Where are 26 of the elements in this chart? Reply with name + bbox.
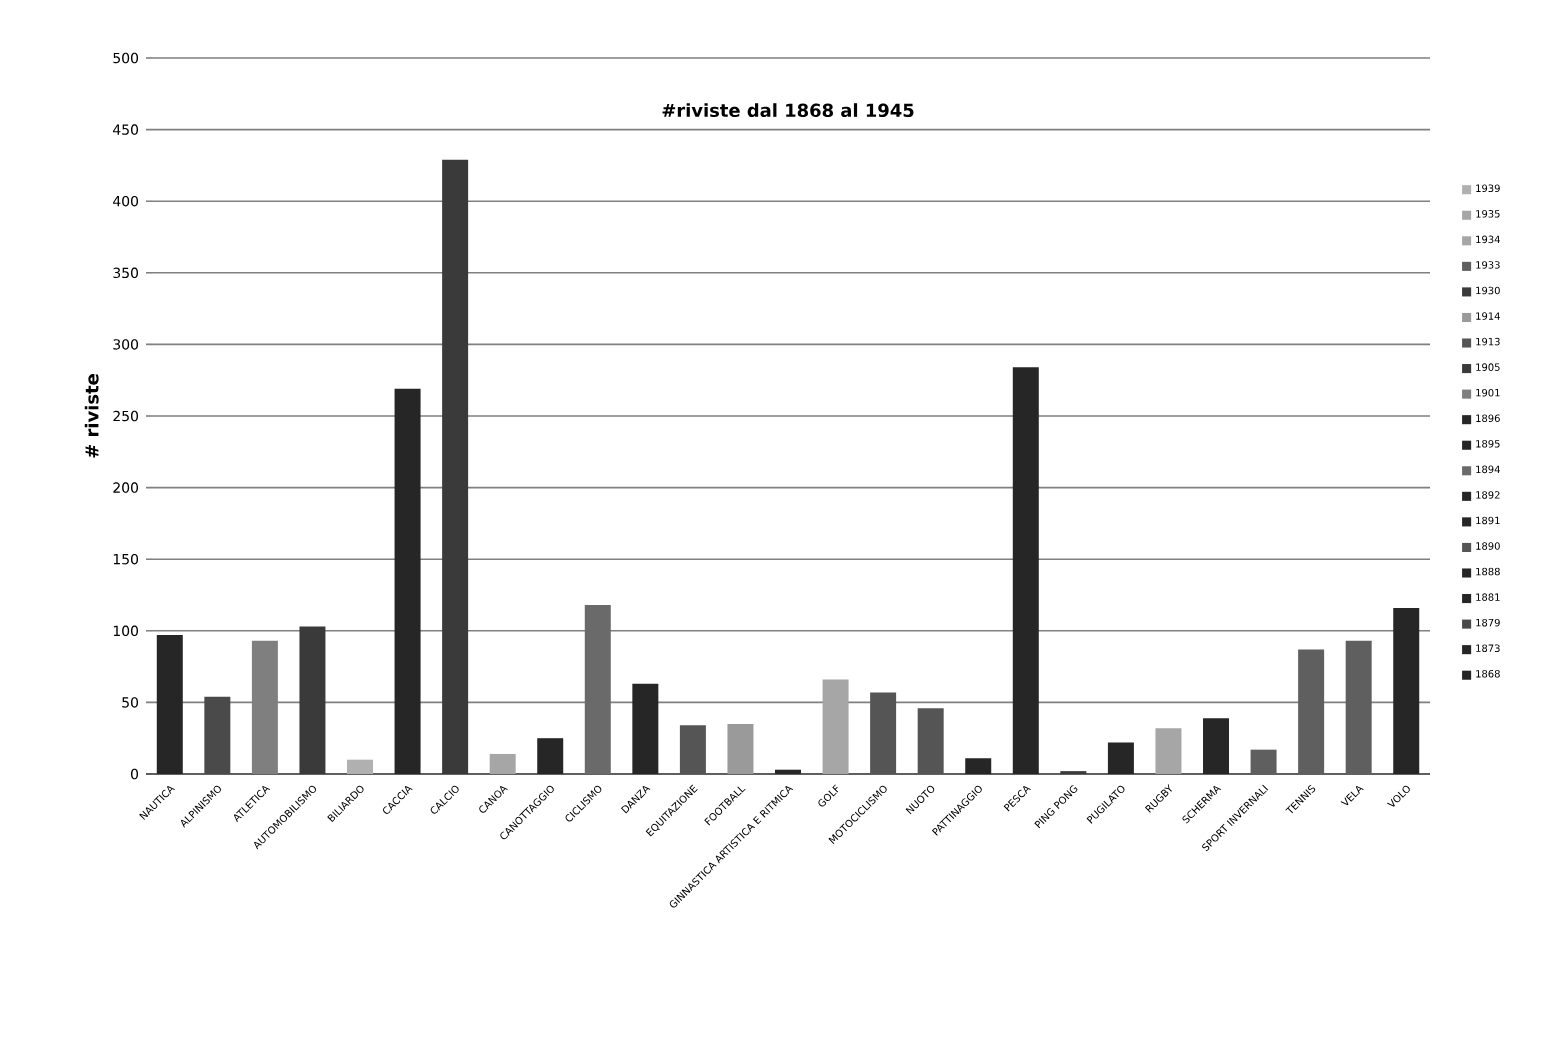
bar	[917, 708, 944, 774]
bar	[394, 388, 421, 774]
bar	[1393, 607, 1420, 774]
bar	[727, 723, 754, 774]
bar	[537, 738, 564, 774]
bar	[1345, 640, 1372, 774]
bar	[1250, 749, 1277, 774]
bar	[299, 626, 326, 774]
bar	[442, 159, 469, 774]
text: #riviste dal 1868 al 1945	[662, 103, 914, 118]
bar	[156, 635, 183, 774]
bar	[1298, 649, 1325, 774]
bar	[204, 696, 231, 774]
bar	[1107, 742, 1134, 774]
bar	[822, 679, 849, 774]
bar	[347, 759, 374, 774]
y-axis-title: # riviste	[84, 374, 99, 458]
bar	[632, 683, 659, 774]
bar	[489, 753, 516, 774]
bar	[1012, 367, 1039, 774]
bar	[584, 605, 611, 774]
bar	[1203, 718, 1230, 774]
bar	[1155, 728, 1182, 774]
bar	[965, 758, 992, 774]
bar	[870, 692, 897, 774]
bar	[679, 725, 706, 774]
